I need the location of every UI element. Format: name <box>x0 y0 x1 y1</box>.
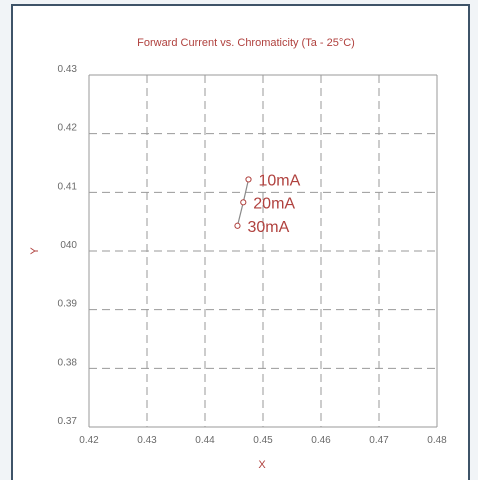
data-point <box>245 176 252 183</box>
chart-frame <box>11 4 470 480</box>
data-point-label: 10mA <box>259 172 301 189</box>
y-axis-label: Y <box>29 247 41 255</box>
x-tick-label: 0.46 <box>311 435 331 446</box>
data-point-label: 30mA <box>247 219 289 236</box>
y-tick-label: 040 <box>60 240 77 251</box>
x-tick-label: 0.48 <box>427 435 447 446</box>
x-tick-label: 0.43 <box>137 435 157 446</box>
y-tick-label: 0.42 <box>58 123 78 134</box>
y-tick-label: 0.38 <box>58 357 78 368</box>
x-tick-label: 0.44 <box>195 435 215 446</box>
data-point-label: 20mA <box>253 195 295 212</box>
y-tick-label: 0.43 <box>58 64 78 75</box>
y-tick-label: 0.41 <box>58 181 78 192</box>
x-axis-label: X <box>258 459 266 471</box>
y-tick-label: 0.39 <box>58 299 78 310</box>
x-tick-label: 0.45 <box>253 435 273 446</box>
tick-labels: 0.42 0.43 0.44 0.45 0.46 0.47 0.48 0.37 0.38 0.39… <box>58 64 448 446</box>
x-tick-label: 0.47 <box>369 435 389 446</box>
data-point <box>234 222 241 229</box>
grid <box>88 74 438 428</box>
data-point <box>240 199 247 206</box>
chart-title: Forward Current vs. Chromaticity (Ta - 2… <box>137 37 355 49</box>
x-tick-label: 0.42 <box>79 435 99 446</box>
series-group: 10mA 20mA 30mA <box>234 172 301 236</box>
y-tick-label: 0.37 <box>58 416 78 427</box>
